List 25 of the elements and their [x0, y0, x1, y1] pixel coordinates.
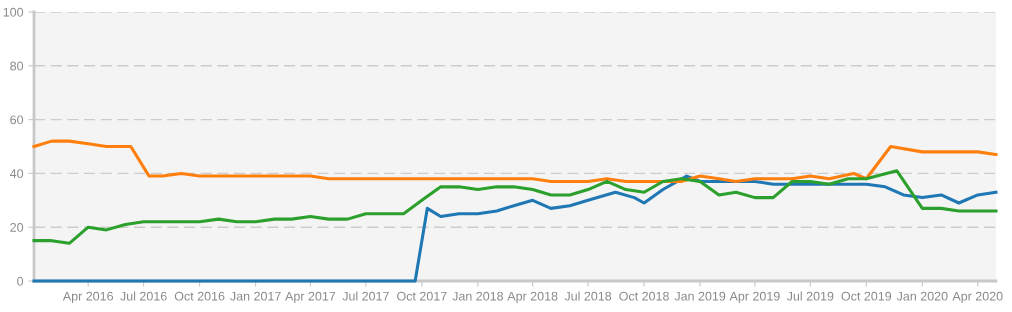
- x-tick-label: Oct 2018: [619, 291, 669, 301]
- x-tick-label: Jan 2018: [452, 291, 504, 301]
- x-tick-label: Jan 2017: [230, 291, 281, 301]
- x-tick-label: Jan 2020: [896, 291, 948, 301]
- line-series: [32, 169, 998, 245]
- x-tick-label: Oct 2016: [174, 291, 225, 301]
- x-tick-label: Oct 2019: [841, 291, 892, 301]
- y-tick-label: 100: [3, 7, 24, 17]
- y-tick-label: 80: [10, 61, 24, 71]
- x-tick-label: Apr 2020: [952, 291, 1003, 304]
- x-tick-label: Apr 2017: [285, 291, 336, 304]
- y-tick-label: 20: [10, 223, 24, 232]
- x-tick-label: Apr 2019: [729, 291, 780, 304]
- x-tick-label: Apr 2018: [507, 291, 558, 304]
- x-tick-label: Apr 2016: [62, 291, 114, 304]
- x-tick-label: Jan 2019: [674, 291, 726, 301]
- x-tick-label: Jul 2016: [120, 291, 167, 301]
- x-tick-label: Jul 2017: [342, 291, 389, 301]
- line-series: [32, 139, 998, 183]
- y-tick-label: 60: [10, 115, 24, 125]
- x-tick-label: Oct 2017: [397, 291, 447, 301]
- y-tick-label: 40: [9, 169, 24, 179]
- y-tick-label: 0: [17, 276, 24, 286]
- x-tick-label: Jul 2018: [564, 291, 612, 301]
- x-tick-label: Jul 2019: [786, 291, 834, 301]
